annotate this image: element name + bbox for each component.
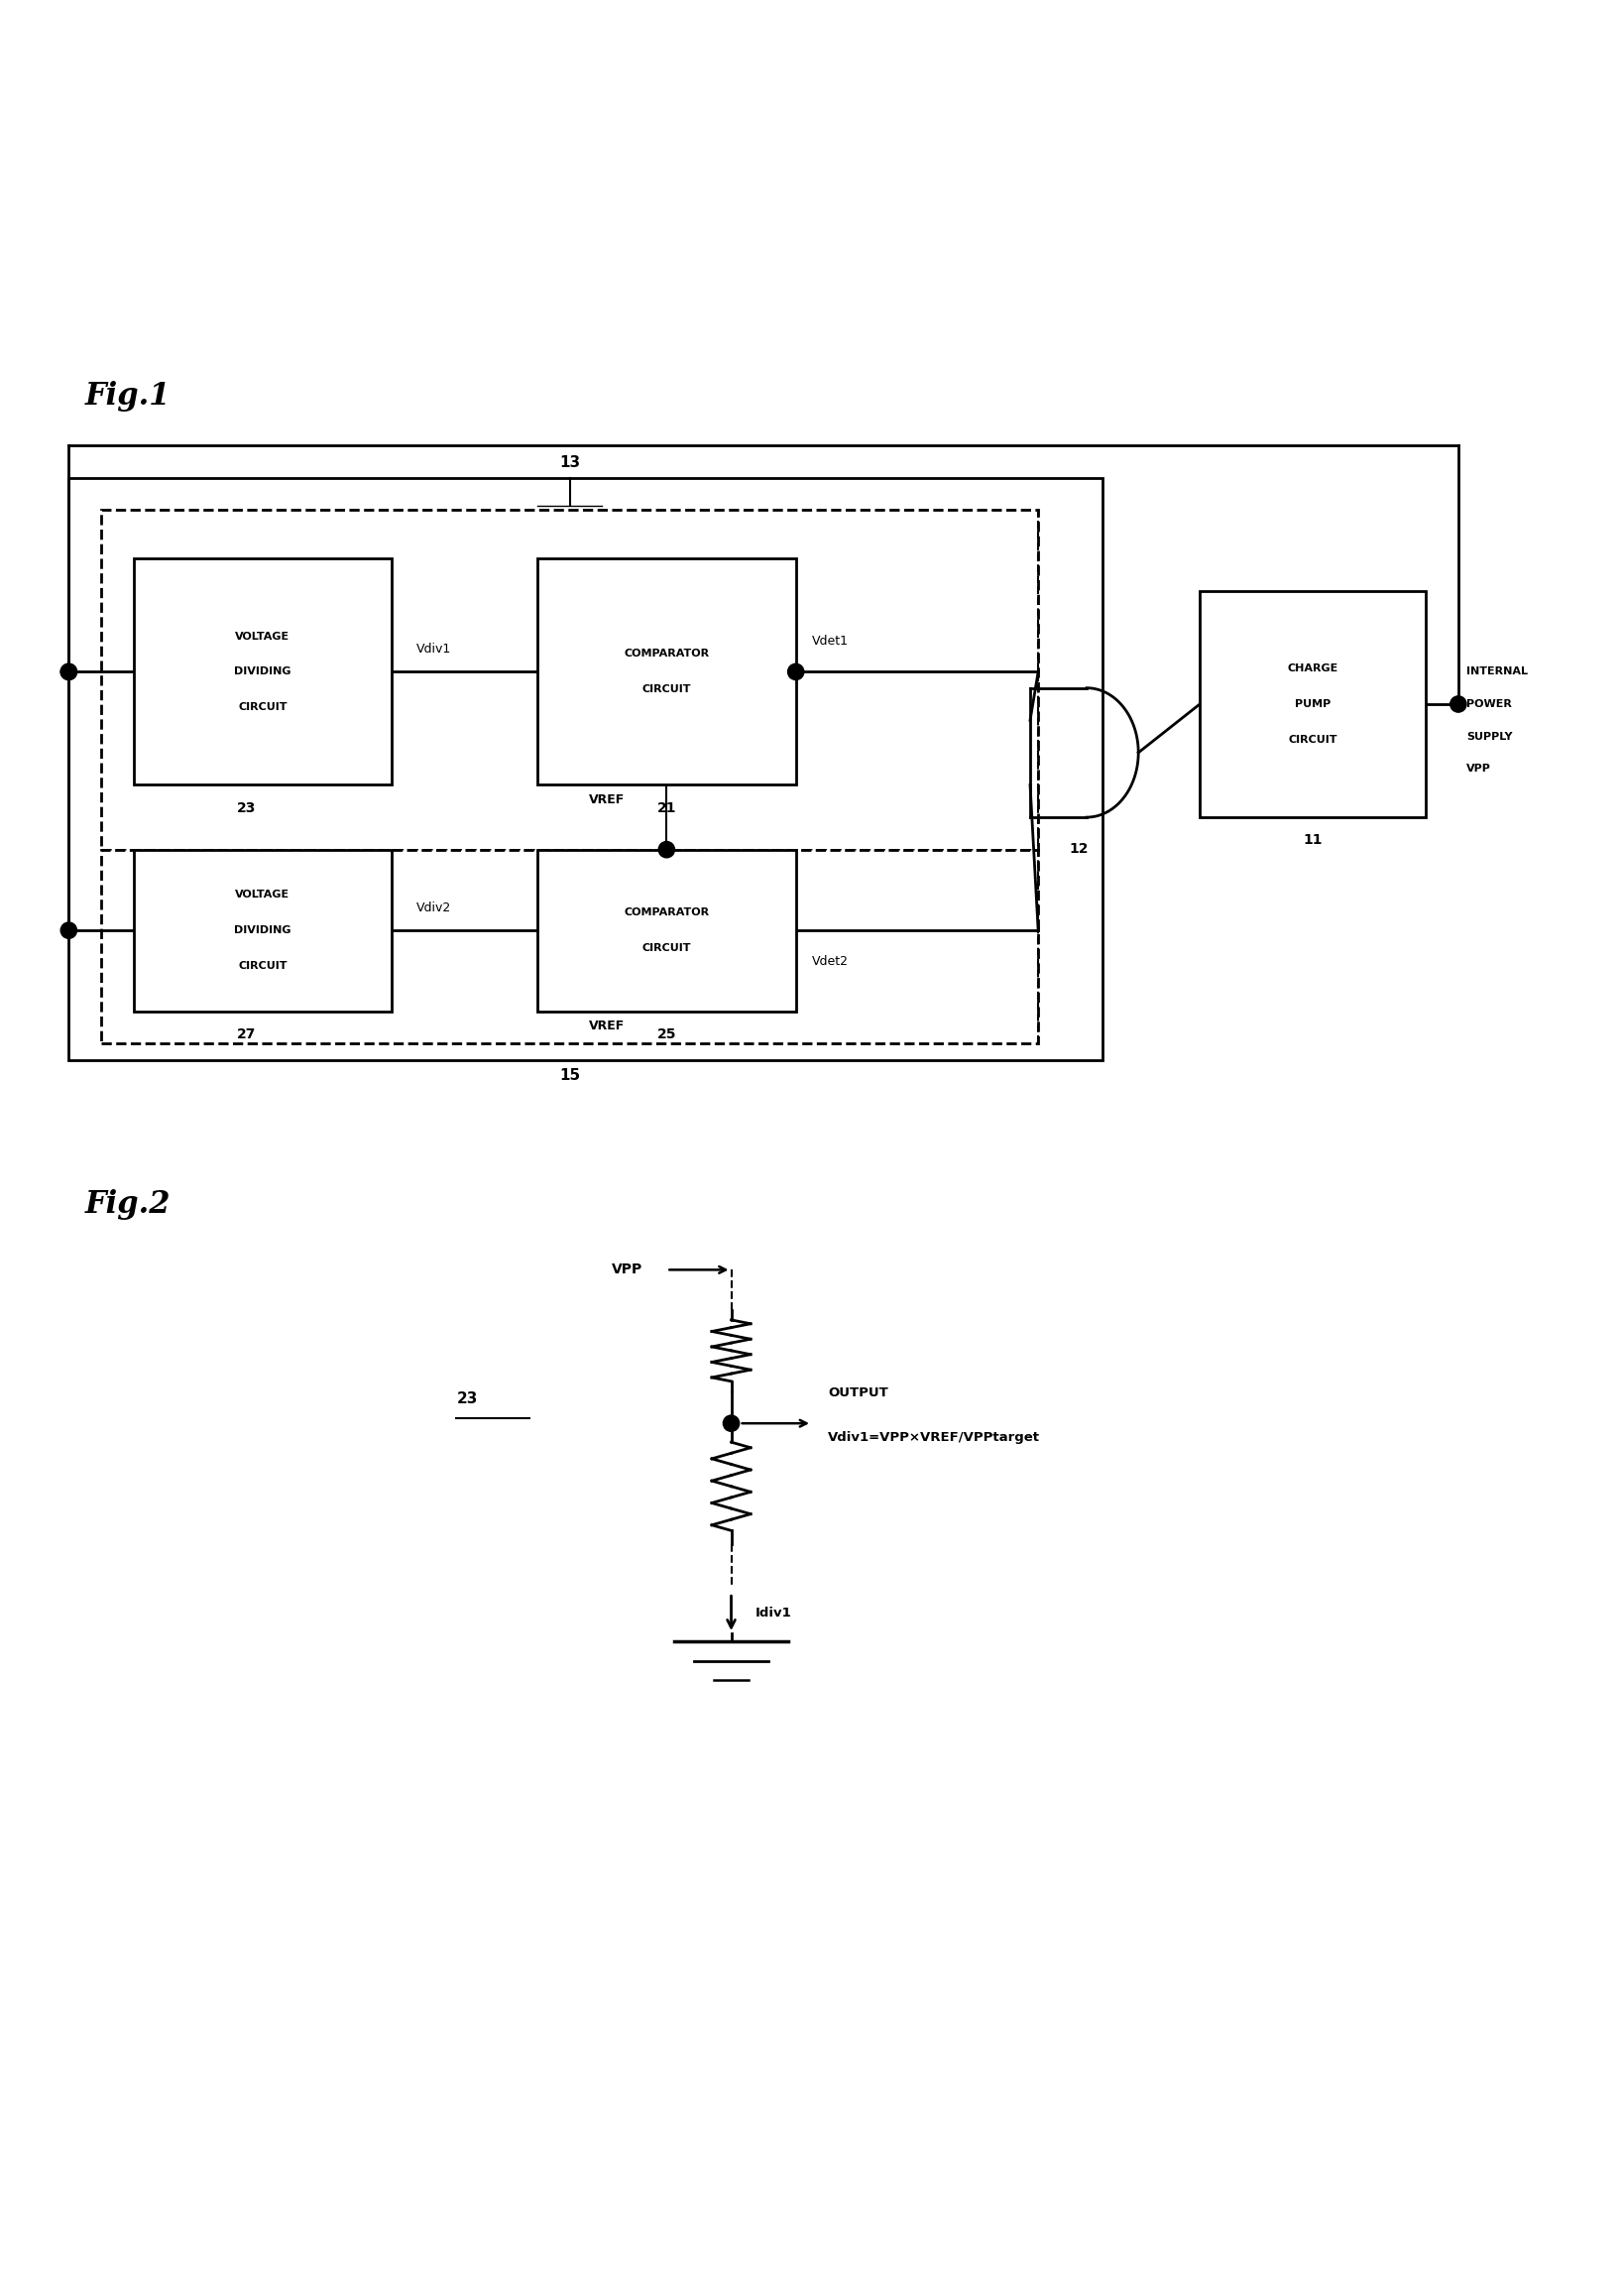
Text: 15: 15 (559, 1068, 580, 1083)
Text: CIRCUIT: CIRCUIT (239, 960, 287, 972)
Text: DIVIDING: DIVIDING (234, 926, 291, 935)
Text: 25: 25 (658, 1026, 676, 1040)
Circle shape (60, 664, 76, 680)
Text: CIRCUIT: CIRCUIT (239, 703, 287, 712)
Text: OUTPUT: OUTPUT (828, 1387, 888, 1398)
Text: Fig.1: Fig.1 (84, 381, 171, 411)
Text: CIRCUIT: CIRCUIT (641, 684, 692, 693)
Text: COMPARATOR: COMPARATOR (624, 650, 710, 659)
Text: DIVIDING: DIVIDING (234, 666, 291, 677)
Text: PUMP: PUMP (1294, 700, 1330, 709)
Text: 13: 13 (559, 454, 580, 470)
Bar (538, 849, 796, 1010)
Text: VPP: VPP (1466, 764, 1491, 773)
Bar (133, 849, 391, 1010)
Text: CIRCUIT: CIRCUIT (1288, 734, 1338, 744)
Text: 23: 23 (456, 1391, 477, 1407)
Bar (1200, 591, 1426, 817)
Text: Vdiv2: Vdiv2 (416, 901, 451, 915)
Text: VOLTAGE: VOLTAGE (235, 890, 291, 899)
Text: VREF: VREF (588, 794, 625, 805)
Text: COMPARATOR: COMPARATOR (624, 908, 710, 917)
Text: VREF: VREF (588, 1020, 625, 1033)
Text: VOLTAGE: VOLTAGE (235, 632, 291, 641)
Circle shape (658, 842, 674, 858)
Text: INTERNAL: INTERNAL (1466, 666, 1528, 677)
Bar (538, 559, 796, 785)
Text: Vdet2: Vdet2 (812, 956, 849, 967)
Circle shape (60, 922, 76, 937)
Text: 27: 27 (237, 1026, 257, 1040)
Text: SUPPLY: SUPPLY (1466, 732, 1512, 741)
Text: POWER: POWER (1466, 700, 1512, 709)
Text: Vdiv1=VPP×VREF/VPPtarget: Vdiv1=VPP×VREF/VPPtarget (828, 1432, 1041, 1444)
Text: 12: 12 (1069, 842, 1088, 855)
Circle shape (788, 664, 804, 680)
Text: Vdet1: Vdet1 (812, 634, 849, 648)
Text: 11: 11 (1302, 833, 1322, 846)
Text: 21: 21 (658, 801, 676, 814)
Bar (101, 849, 1038, 1042)
Bar (133, 559, 391, 785)
Text: CIRCUIT: CIRCUIT (641, 944, 692, 953)
Text: Idiv1: Idiv1 (755, 1606, 793, 1620)
Circle shape (60, 664, 76, 680)
Text: Vdiv1: Vdiv1 (416, 643, 451, 655)
Bar (101, 511, 1038, 849)
Text: 23: 23 (237, 801, 257, 814)
Text: CHARGE: CHARGE (1288, 664, 1338, 673)
Text: Fig.2: Fig.2 (84, 1188, 171, 1220)
Circle shape (1450, 696, 1466, 712)
Text: VPP: VPP (611, 1264, 643, 1277)
Circle shape (723, 1414, 739, 1432)
Bar (68, 477, 1103, 1061)
